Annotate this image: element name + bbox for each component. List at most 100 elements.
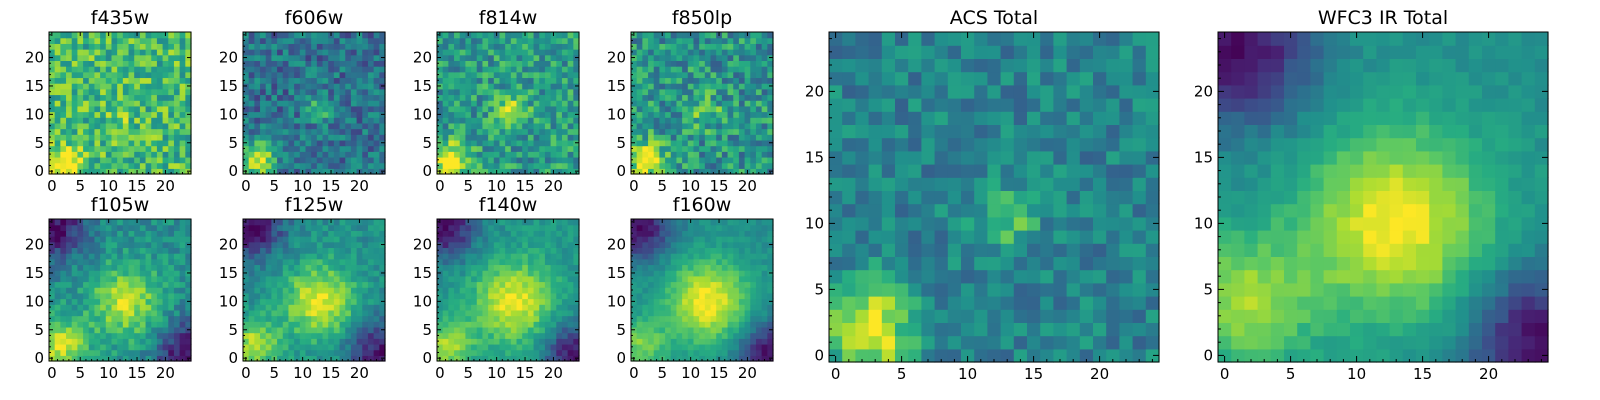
heatmap-cell bbox=[465, 309, 472, 317]
heatmap-cell bbox=[561, 105, 569, 113]
heatmap-cell bbox=[54, 60, 61, 67]
heatmap-cell bbox=[168, 71, 175, 79]
heatmap-cell bbox=[265, 309, 272, 317]
heatmap-cell bbox=[339, 264, 346, 271]
heatmap-cell bbox=[117, 343, 124, 351]
heatmap-cell bbox=[66, 54, 73, 61]
heatmap-cell bbox=[573, 275, 580, 283]
heatmap-cell bbox=[373, 219, 380, 226]
heatmap-cell bbox=[482, 43, 489, 50]
heatmap-cell bbox=[145, 37, 152, 44]
heatmap-cell bbox=[373, 94, 380, 101]
heatmap-cell bbox=[379, 338, 386, 345]
heatmap-cell bbox=[88, 111, 96, 118]
heatmap-cell bbox=[156, 264, 164, 271]
heatmap-cell bbox=[448, 134, 455, 141]
heatmap-cell bbox=[328, 37, 335, 44]
heatmap-cell bbox=[539, 54, 546, 61]
heatmap-cell bbox=[539, 117, 546, 124]
heatmap-cell bbox=[49, 287, 56, 294]
heatmap-cell bbox=[111, 105, 118, 113]
heatmap-cell bbox=[305, 253, 312, 260]
heatmap-cell bbox=[265, 162, 272, 169]
heatmap-cell bbox=[567, 315, 574, 322]
heatmap-cell bbox=[311, 32, 318, 39]
heatmap-cell bbox=[151, 258, 158, 266]
heatmap-cell bbox=[561, 54, 569, 61]
heatmap-cell bbox=[128, 117, 135, 124]
heatmap-cell bbox=[94, 332, 101, 339]
heatmap-cell bbox=[282, 111, 290, 118]
heatmap-cell bbox=[254, 338, 261, 345]
heatmap-cell bbox=[156, 54, 164, 61]
heatmap-cell bbox=[333, 298, 341, 305]
heatmap-cell bbox=[471, 298, 478, 305]
heatmap-cell bbox=[493, 304, 501, 311]
heatmap-cell bbox=[704, 343, 712, 351]
heatmap-cell bbox=[442, 43, 449, 50]
heatmap-cell bbox=[248, 94, 255, 101]
heatmap-cell bbox=[561, 100, 569, 107]
heatmap-cell bbox=[350, 355, 358, 362]
heatmap-cell bbox=[693, 83, 700, 90]
heatmap-cell bbox=[294, 304, 301, 311]
heatmap-cell bbox=[328, 128, 335, 135]
heatmap-cell bbox=[66, 343, 73, 351]
heatmap-cell bbox=[367, 54, 375, 61]
heatmap-cell bbox=[122, 105, 130, 113]
heatmap-cell bbox=[459, 168, 466, 175]
heatmap-cell bbox=[350, 219, 358, 226]
heatmap-cell bbox=[277, 168, 284, 175]
heatmap-cell bbox=[288, 281, 295, 288]
heatmap-cell bbox=[356, 117, 363, 124]
heatmap-cell bbox=[687, 100, 695, 107]
heatmap-cell bbox=[77, 94, 84, 101]
heatmap-cell bbox=[454, 270, 461, 277]
heatmap-cell bbox=[139, 77, 147, 84]
heatmap-cell bbox=[738, 43, 746, 50]
heatmap-cell bbox=[277, 332, 284, 339]
heatmap-cell bbox=[322, 349, 329, 356]
heatmap-cell bbox=[71, 292, 78, 300]
heatmap-cell bbox=[653, 100, 660, 107]
heatmap-cell bbox=[168, 326, 175, 334]
heatmap-cell bbox=[488, 77, 495, 84]
heatmap-cell bbox=[710, 128, 717, 135]
heatmap-cell bbox=[60, 162, 67, 169]
heatmap-cell bbox=[151, 54, 158, 61]
heatmap-cell bbox=[682, 332, 689, 339]
heatmap-cell bbox=[459, 83, 466, 90]
heatmap-cell bbox=[77, 309, 84, 317]
heatmap-cell bbox=[311, 338, 318, 345]
heatmap-cell bbox=[265, 258, 272, 266]
heatmap-cell bbox=[550, 162, 557, 169]
x-tick-label: 10 bbox=[293, 364, 312, 382]
heatmap-cell bbox=[510, 134, 518, 141]
heatmap-cell bbox=[305, 264, 312, 271]
heatmap-cell bbox=[156, 343, 164, 351]
heatmap-cell bbox=[738, 60, 746, 67]
heatmap-cell bbox=[173, 224, 181, 231]
heatmap-cell bbox=[105, 275, 113, 283]
heatmap-cell bbox=[294, 287, 301, 294]
heatmap-cell bbox=[254, 77, 261, 84]
heatmap-cell bbox=[328, 134, 335, 141]
heatmap-cell bbox=[516, 111, 523, 118]
x-tick-label: 10 bbox=[99, 364, 118, 382]
heatmap-cell bbox=[299, 49, 307, 56]
heatmap-cell bbox=[556, 224, 563, 231]
heatmap-cell bbox=[527, 241, 535, 248]
heatmap-cell bbox=[60, 281, 67, 288]
heatmap-cell bbox=[556, 71, 563, 79]
heatmap-cell bbox=[488, 275, 495, 283]
heatmap-cell bbox=[454, 275, 461, 283]
heatmap-cell bbox=[448, 60, 455, 67]
heatmap-cell bbox=[139, 315, 147, 322]
heatmap-cell bbox=[704, 134, 712, 141]
heatmap-cell bbox=[699, 338, 706, 345]
heatmap-cell bbox=[505, 43, 512, 50]
heatmap-cell bbox=[54, 151, 61, 158]
heatmap-cell bbox=[699, 66, 706, 73]
heatmap-cell bbox=[248, 309, 255, 317]
heatmap-cell bbox=[66, 287, 73, 294]
